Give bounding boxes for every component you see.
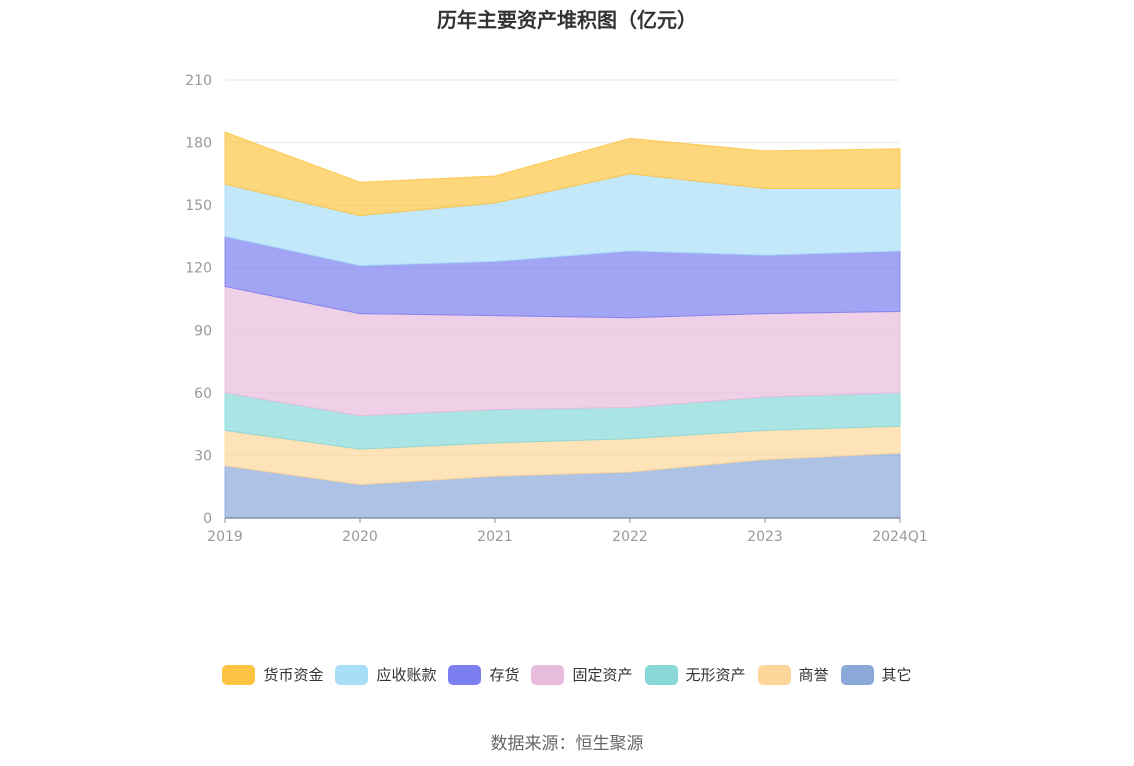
y-tick-label: 210 — [185, 73, 212, 89]
chart-title: 历年主要资产堆积图（亿元） — [437, 8, 697, 32]
legend: 货币资金 应收账款 存货 固定资产 无形资产 商誉 其它 — [0, 664, 1134, 685]
y-tick-label: 150 — [185, 198, 212, 214]
legend-item[interactable]: 无形资产 — [644, 664, 746, 685]
legend-label: 商誉 — [798, 666, 829, 684]
legend-swatch — [644, 664, 678, 685]
legend-swatch — [448, 664, 482, 685]
x-tick-label: 2019 — [207, 529, 243, 545]
legend-swatch — [335, 664, 369, 685]
y-tick-label: 30 — [194, 448, 212, 464]
y-tick-label: 60 — [194, 386, 212, 402]
legend-label: 存货 — [489, 666, 520, 684]
legend-label: 应收账款 — [376, 666, 437, 684]
area-series-6[interactable] — [224, 131, 901, 217]
legend-swatch — [757, 664, 791, 685]
legend-item[interactable]: 其它 — [840, 664, 912, 685]
legend-label: 固定资产 — [572, 666, 633, 684]
legend-item[interactable]: 应收账款 — [335, 664, 436, 685]
y-tick-label: 0 — [203, 511, 212, 527]
legend-label: 其它 — [881, 666, 912, 684]
chart-area: 0 30 60 90 120 150 180 210 2019 2020 2021 2022 2023 2… — [185, 73, 928, 545]
y-tick-label: 180 — [185, 136, 212, 152]
legend-item[interactable]: 固定资产 — [531, 664, 633, 685]
legend-item[interactable]: 货币资金 — [222, 664, 323, 685]
x-tick-label: 2020 — [342, 529, 378, 545]
legend-item[interactable]: 存货 — [448, 664, 519, 685]
y-tick-label: 120 — [185, 261, 212, 277]
legend-swatch — [840, 664, 874, 685]
x-tick-label: 2024Q1 — [872, 529, 928, 545]
legend-label: 无形资产 — [685, 666, 746, 684]
data-source: 数据来源：恒生聚源 — [490, 734, 644, 754]
legend-item[interactable]: 商誉 — [757, 664, 829, 685]
x-tick-label: 2022 — [612, 529, 648, 545]
legend-swatch — [531, 664, 565, 685]
legend-swatch — [222, 664, 256, 685]
x-tick-label: 2021 — [477, 529, 513, 545]
y-tick-label: 90 — [194, 323, 212, 339]
legend-label: 货币资金 — [263, 666, 324, 684]
x-tick-label: 2023 — [747, 529, 783, 545]
